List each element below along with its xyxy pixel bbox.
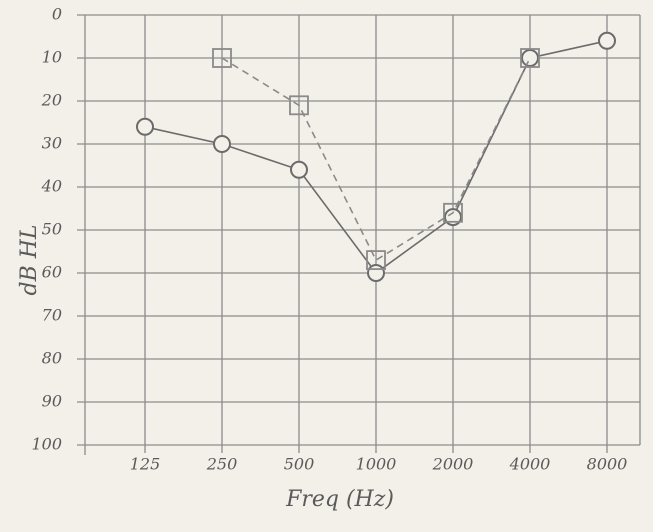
x-tick-label: 250 [206, 455, 238, 474]
y-tick-label: 80 [42, 349, 62, 368]
x-tick-label: 500 [284, 455, 315, 474]
square-marker [443, 202, 463, 223]
square-marker [520, 48, 540, 68]
circle-marker [136, 117, 154, 136]
x-tick-label: 125 [130, 455, 161, 474]
square-marker [289, 95, 309, 116]
x-tick-label: 2000 [432, 455, 474, 474]
y-tick-label: 0 [52, 5, 62, 24]
x-axis-label: Freq (Hz) [285, 487, 394, 512]
y-axis-label: dB HL [17, 224, 42, 295]
circle-marker [367, 264, 385, 282]
square-marker [366, 250, 386, 271]
y-tick-label: 40 [41, 177, 62, 196]
y-tick-label: 50 [42, 220, 62, 239]
y-tick-label: 60 [42, 263, 62, 282]
circle-marker [213, 135, 231, 153]
circle-marker [521, 49, 539, 67]
series-line [221, 57, 531, 262]
y-tick-label: 70 [42, 306, 62, 325]
y-tick-label: 90 [42, 392, 62, 411]
x-tick-label: 1000 [356, 455, 397, 474]
circle-marker [290, 160, 308, 179]
circle-marker [598, 31, 616, 50]
x-tick-label: 8000 [587, 455, 628, 474]
square-marker [212, 48, 232, 68]
y-tick-label: 10 [42, 48, 62, 67]
x-tick-label: 4000 [509, 455, 551, 474]
y-tick-label: 100 [31, 435, 62, 454]
y-tick-label: 30 [42, 134, 62, 153]
y-tick-label: 20 [41, 91, 62, 110]
